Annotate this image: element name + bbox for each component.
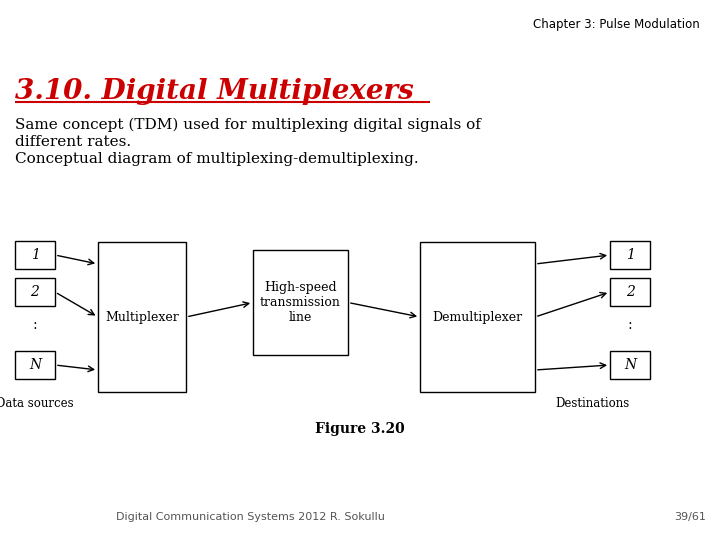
Text: 2: 2 <box>30 285 40 299</box>
Text: different rates.: different rates. <box>15 135 131 149</box>
Text: :: : <box>628 318 632 332</box>
Text: Conceptual diagram of multiplexing-demultiplexing.: Conceptual diagram of multiplexing-demul… <box>15 152 418 166</box>
Bar <box>98 242 186 392</box>
Text: N: N <box>29 358 41 372</box>
Text: Data sources: Data sources <box>0 397 74 410</box>
Text: Figure 3.20: Figure 3.20 <box>315 422 405 436</box>
Text: Multiplexer: Multiplexer <box>105 310 179 323</box>
Bar <box>15 241 55 269</box>
Text: Same concept (TDM) used for multiplexing digital signals of: Same concept (TDM) used for multiplexing… <box>15 118 481 132</box>
Text: 39/61: 39/61 <box>674 512 706 522</box>
Text: 3.10. Digital Multiplexers: 3.10. Digital Multiplexers <box>15 78 414 105</box>
Text: :: : <box>32 318 37 332</box>
Bar <box>610 278 650 306</box>
Bar <box>420 242 535 392</box>
Bar <box>15 278 55 306</box>
Bar <box>610 241 650 269</box>
Text: Digital Communication Systems 2012 R. Sokullu: Digital Communication Systems 2012 R. So… <box>116 512 384 522</box>
Bar <box>610 351 650 379</box>
Text: 1: 1 <box>626 248 634 262</box>
Text: Destinations: Destinations <box>556 397 630 410</box>
Bar <box>253 250 348 355</box>
Bar <box>15 351 55 379</box>
Text: 2: 2 <box>626 285 634 299</box>
Text: High-speed
transmission
line: High-speed transmission line <box>260 281 341 324</box>
Text: Demultiplexer: Demultiplexer <box>433 310 523 323</box>
Text: Chapter 3: Pulse Modulation: Chapter 3: Pulse Modulation <box>534 18 700 31</box>
Text: 1: 1 <box>30 248 40 262</box>
Text: N: N <box>624 358 636 372</box>
